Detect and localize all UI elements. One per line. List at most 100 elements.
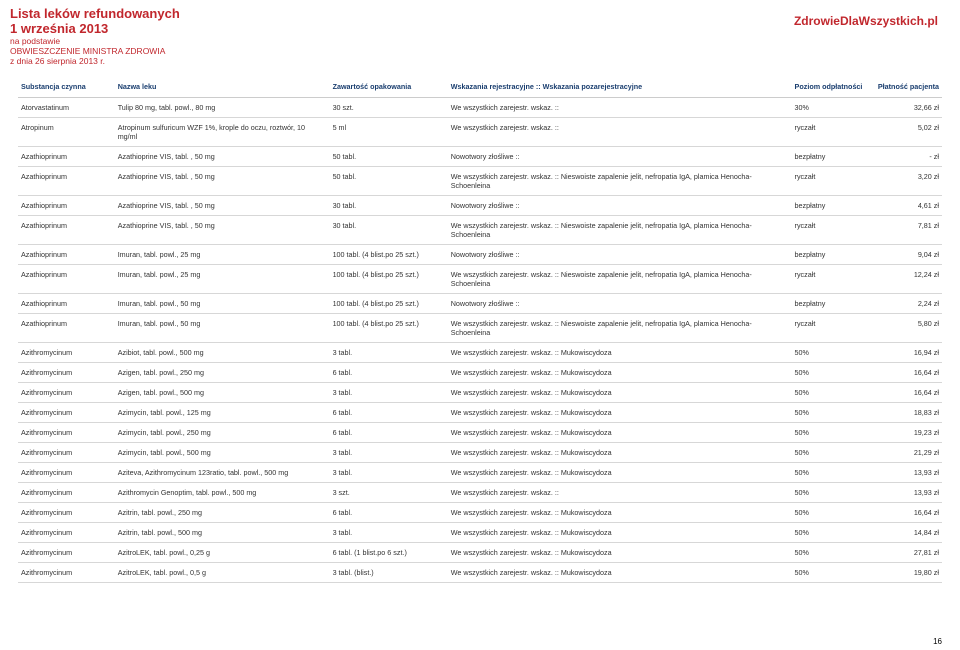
cell: 50 tabl.	[330, 147, 448, 167]
cell: Azithromycinum	[18, 483, 115, 503]
cell: We wszystkich zarejestr. wskaz. :: Niesw…	[448, 314, 792, 343]
cell: Azithromycinum	[18, 543, 115, 563]
table-row: AzithromycinumAzitrin, tabl. powl., 500 …	[18, 523, 942, 543]
cell: Azigen, tabl. powl., 250 mg	[115, 363, 330, 383]
cell: Azithromycinum	[18, 463, 115, 483]
cell: 13,93 zł	[867, 483, 942, 503]
cell: 12,24 zł	[867, 265, 942, 294]
cell: 18,83 zł	[867, 403, 942, 423]
title-date: 1 września 2013	[10, 21, 180, 36]
cell: 6 tabl.	[330, 403, 448, 423]
cell: 50%	[792, 483, 867, 503]
cell: 30 tabl.	[330, 216, 448, 245]
cell: We wszystkich zarejestr. wskaz. :: Mukow…	[448, 343, 792, 363]
col-header-drugname: Nazwa leku	[115, 76, 330, 98]
cell: Atropinum	[18, 118, 115, 147]
cell: 3 tabl.	[330, 463, 448, 483]
cell: 7,81 zł	[867, 216, 942, 245]
cell: Azathioprinum	[18, 314, 115, 343]
cell: 19,23 zł	[867, 423, 942, 443]
cell: Azitrin, tabl. powl., 500 mg	[115, 523, 330, 543]
cell: 50%	[792, 363, 867, 383]
cell: 100 tabl. (4 blist.po 25 szt.)	[330, 294, 448, 314]
table-row: AzithromycinumAzimycin, tabl. powl., 500…	[18, 443, 942, 463]
cell: We wszystkich zarejestr. wskaz. :: Mukow…	[448, 443, 792, 463]
cell: - zł	[867, 147, 942, 167]
cell: Azathioprine VIS, tabl. , 50 mg	[115, 147, 330, 167]
cell: Azathioprinum	[18, 245, 115, 265]
table-row: AtropinumAtropinum sulfuricum WZF 1%, kr…	[18, 118, 942, 147]
title-main: Lista leków refundowanych	[10, 6, 180, 21]
cell: Azathioprine VIS, tabl. , 50 mg	[115, 196, 330, 216]
cell: 100 tabl. (4 blist.po 25 szt.)	[330, 265, 448, 294]
cell: Atorvastatinum	[18, 98, 115, 118]
cell: 3 tabl.	[330, 343, 448, 363]
cell: 6 tabl.	[330, 363, 448, 383]
cell: 2,24 zł	[867, 294, 942, 314]
cell: Azathioprine VIS, tabl. , 50 mg	[115, 167, 330, 196]
cell: We wszystkich zarejestr. wskaz. ::	[448, 483, 792, 503]
header-left: Lista leków refundowanych 1 września 201…	[10, 6, 180, 66]
cell: Imuran, tabl. powl., 25 mg	[115, 265, 330, 294]
cell: 21,29 zł	[867, 443, 942, 463]
cell: Azimycin, tabl. powl., 250 mg	[115, 423, 330, 443]
cell: 27,81 zł	[867, 543, 942, 563]
table-row: AzathioprinumImuran, tabl. powl., 25 mg1…	[18, 265, 942, 294]
cell: We wszystkich zarejestr. wskaz. :: Mukow…	[448, 503, 792, 523]
cell: We wszystkich zarejestr. wskaz. :: Mukow…	[448, 463, 792, 483]
header-row: Substancja czynna Nazwa leku Zawartość o…	[18, 76, 942, 98]
table-row: AzithromycinumAzitroLEK, tabl. powl., 0,…	[18, 543, 942, 563]
cell: 6 tabl. (1 blist.po 6 szt.)	[330, 543, 448, 563]
cell: 50%	[792, 423, 867, 443]
cell: We wszystkich zarejestr. wskaz. :: Mukow…	[448, 523, 792, 543]
cell: We wszystkich zarejestr. wskaz. :: Mukow…	[448, 383, 792, 403]
cell: 6 tabl.	[330, 503, 448, 523]
cell: 100 tabl. (4 blist.po 25 szt.)	[330, 245, 448, 265]
cell: ryczałt	[792, 167, 867, 196]
cell: Aziteva, Azithromycinum 123ratio, tabl. …	[115, 463, 330, 483]
cell: Imuran, tabl. powl., 25 mg	[115, 245, 330, 265]
cell: Azithromycinum	[18, 343, 115, 363]
cell: 50%	[792, 383, 867, 403]
cell: 5,80 zł	[867, 314, 942, 343]
cell: Azathioprinum	[18, 147, 115, 167]
col-header-package: Zawartość opakowania	[330, 76, 448, 98]
cell: ryczałt	[792, 314, 867, 343]
cell: 50%	[792, 443, 867, 463]
cell: AzitroLEK, tabl. powl., 0,25 g	[115, 543, 330, 563]
cell: We wszystkich zarejestr. wskaz. :: Niesw…	[448, 265, 792, 294]
cell: Azibiot, tabl. powl., 500 mg	[115, 343, 330, 363]
cell: Azithromycin Genoptim, tabl. powl., 500 …	[115, 483, 330, 503]
cell: bezpłatny	[792, 294, 867, 314]
cell: 16,94 zł	[867, 343, 942, 363]
table-row: AzithromycinumAzigen, tabl. powl., 500 m…	[18, 383, 942, 403]
col-header-payment-level: Poziom odpłatności	[792, 76, 867, 98]
cell: 50 tabl.	[330, 167, 448, 196]
cell: Nowotwory złośliwe ::	[448, 294, 792, 314]
cell: 50%	[792, 403, 867, 423]
cell: Azitrin, tabl. powl., 250 mg	[115, 503, 330, 523]
cell: bezpłatny	[792, 196, 867, 216]
cell: Azithromycinum	[18, 523, 115, 543]
table-row: AtorvastatinumTulip 80 mg, tabl. powl., …	[18, 98, 942, 118]
cell: ryczałt	[792, 265, 867, 294]
table-row: AzathioprinumAzathioprine VIS, tabl. , 5…	[18, 147, 942, 167]
cell: Azathioprine VIS, tabl. , 50 mg	[115, 216, 330, 245]
table-row: AzithromycinumAzitrin, tabl. powl., 250 …	[18, 503, 942, 523]
cell: Azathioprinum	[18, 216, 115, 245]
drug-table: Substancja czynna Nazwa leku Zawartość o…	[18, 76, 942, 583]
cell: We wszystkich zarejestr. wskaz. :: Niesw…	[448, 216, 792, 245]
cell: Nowotwory złośliwe ::	[448, 147, 792, 167]
table-row: AzithromycinumAziteva, Azithromycinum 12…	[18, 463, 942, 483]
cell: bezpłatny	[792, 245, 867, 265]
col-header-patient-payment: Płatność pacjenta	[867, 76, 942, 98]
table-row: AzithromycinumAzithromycin Genoptim, tab…	[18, 483, 942, 503]
cell: We wszystkich zarejestr. wskaz. :: Mukow…	[448, 403, 792, 423]
cell: 9,04 zł	[867, 245, 942, 265]
cell: ryczałt	[792, 118, 867, 147]
cell: 30 tabl.	[330, 196, 448, 216]
cell: We wszystkich zarejestr. wskaz. ::	[448, 98, 792, 118]
table-row: AzithromycinumAzitroLEK, tabl. powl., 0,…	[18, 563, 942, 583]
cell: We wszystkich zarejestr. wskaz. :: Mukow…	[448, 363, 792, 383]
cell: Azithromycinum	[18, 383, 115, 403]
